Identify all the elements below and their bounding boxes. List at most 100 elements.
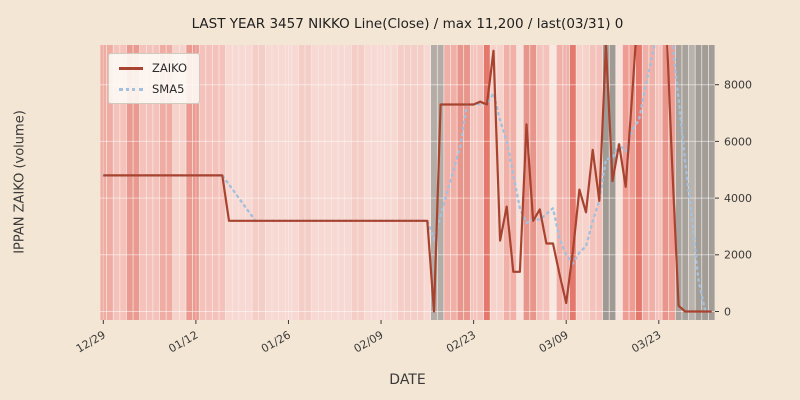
day-band — [682, 45, 689, 320]
day-band — [100, 45, 107, 320]
day-band — [444, 45, 451, 320]
day-band — [609, 45, 616, 320]
day-band — [232, 45, 239, 320]
day-band — [649, 45, 656, 320]
day-band — [252, 45, 259, 320]
day-band — [530, 45, 537, 320]
day-band — [345, 45, 351, 320]
day-band — [391, 45, 398, 320]
y-tick-label: 6000 — [724, 135, 752, 148]
y-tick-label: 0 — [724, 305, 731, 318]
day-band — [140, 45, 146, 320]
legend: ZAIKO SMA5 — [108, 53, 201, 104]
day-band — [583, 45, 589, 320]
x-tick-label: 12/29 — [74, 328, 108, 355]
day-band — [120, 45, 127, 320]
legend-label-zaiko: ZAIKO — [152, 61, 188, 75]
day-band — [642, 45, 649, 320]
day-band — [358, 45, 365, 320]
day-band — [576, 45, 583, 320]
day-band — [516, 45, 523, 320]
day-band — [536, 45, 543, 320]
day-band — [278, 45, 285, 320]
day-band — [133, 45, 140, 320]
day-band — [497, 45, 504, 320]
day-band — [206, 45, 213, 320]
day-band — [371, 45, 378, 320]
day-band — [543, 45, 550, 320]
day-band — [292, 45, 299, 320]
day-band — [695, 45, 702, 320]
day-band — [404, 45, 411, 320]
x-tick-label: 01/12 — [166, 328, 200, 355]
chart-title: LAST YEAR 3457 NIKKO Line(Close) / max 1… — [191, 16, 624, 32]
day-band — [477, 45, 484, 320]
day-band — [688, 45, 695, 320]
day-band — [708, 45, 715, 320]
day-band — [159, 45, 166, 320]
day-band — [239, 45, 246, 320]
day-band — [179, 45, 186, 320]
day-band — [318, 45, 325, 320]
day-band — [153, 45, 160, 320]
day-band — [457, 45, 464, 320]
day-band — [629, 45, 636, 320]
day-band — [464, 45, 470, 320]
day-band — [602, 45, 609, 320]
day-band — [272, 45, 279, 320]
y-tick-label: 2000 — [724, 249, 752, 262]
x-axis-label: DATE — [389, 372, 426, 388]
day-band — [702, 45, 709, 320]
day-band — [173, 45, 179, 320]
day-band — [338, 45, 345, 320]
day-band — [523, 45, 530, 320]
sma5-line-swatch — [119, 87, 143, 91]
day-band — [166, 45, 173, 320]
day-band — [483, 45, 490, 320]
day-band — [305, 45, 312, 320]
y-tick-label: 4000 — [724, 192, 752, 205]
day-band — [503, 45, 510, 320]
y-tick-label: 8000 — [724, 79, 752, 92]
day-band — [450, 45, 457, 320]
day-band — [106, 45, 113, 320]
day-band — [331, 45, 338, 320]
day-band — [378, 45, 384, 320]
day-band — [431, 45, 437, 320]
day-band — [675, 45, 682, 320]
day-band — [510, 45, 517, 320]
x-tick-label: 02/09 — [352, 328, 386, 355]
day-band — [424, 45, 431, 320]
day-band — [556, 45, 563, 320]
x-tick-label: 01/26 — [259, 328, 293, 355]
day-band — [655, 45, 662, 320]
day-band — [563, 45, 570, 320]
legend-item-zaiko: ZAIKO — [119, 61, 187, 75]
day-band — [311, 45, 318, 320]
day-band — [325, 45, 332, 320]
day-band — [364, 45, 371, 320]
day-band — [351, 45, 358, 320]
day-band — [192, 45, 199, 320]
day-band — [298, 45, 305, 320]
day-band — [285, 45, 292, 320]
x-tick-label: 03/23 — [629, 328, 663, 355]
day-band — [589, 45, 596, 320]
day-band — [186, 45, 193, 320]
day-band — [569, 45, 576, 320]
day-band — [397, 45, 404, 320]
day-band — [113, 45, 120, 320]
x-tick-label: 03/09 — [537, 328, 571, 355]
day-band — [265, 45, 272, 320]
legend-item-sma5: SMA5 — [119, 82, 187, 96]
day-band — [417, 45, 424, 320]
day-band — [384, 45, 391, 320]
x-tick-label: 02/23 — [444, 328, 478, 355]
zaiko-line — [103, 45, 712, 313]
day-band — [616, 45, 623, 320]
day-band — [411, 45, 418, 320]
day-band — [146, 45, 153, 320]
y-axis-label: IPPAN ZAIKO (volume) — [12, 110, 28, 254]
